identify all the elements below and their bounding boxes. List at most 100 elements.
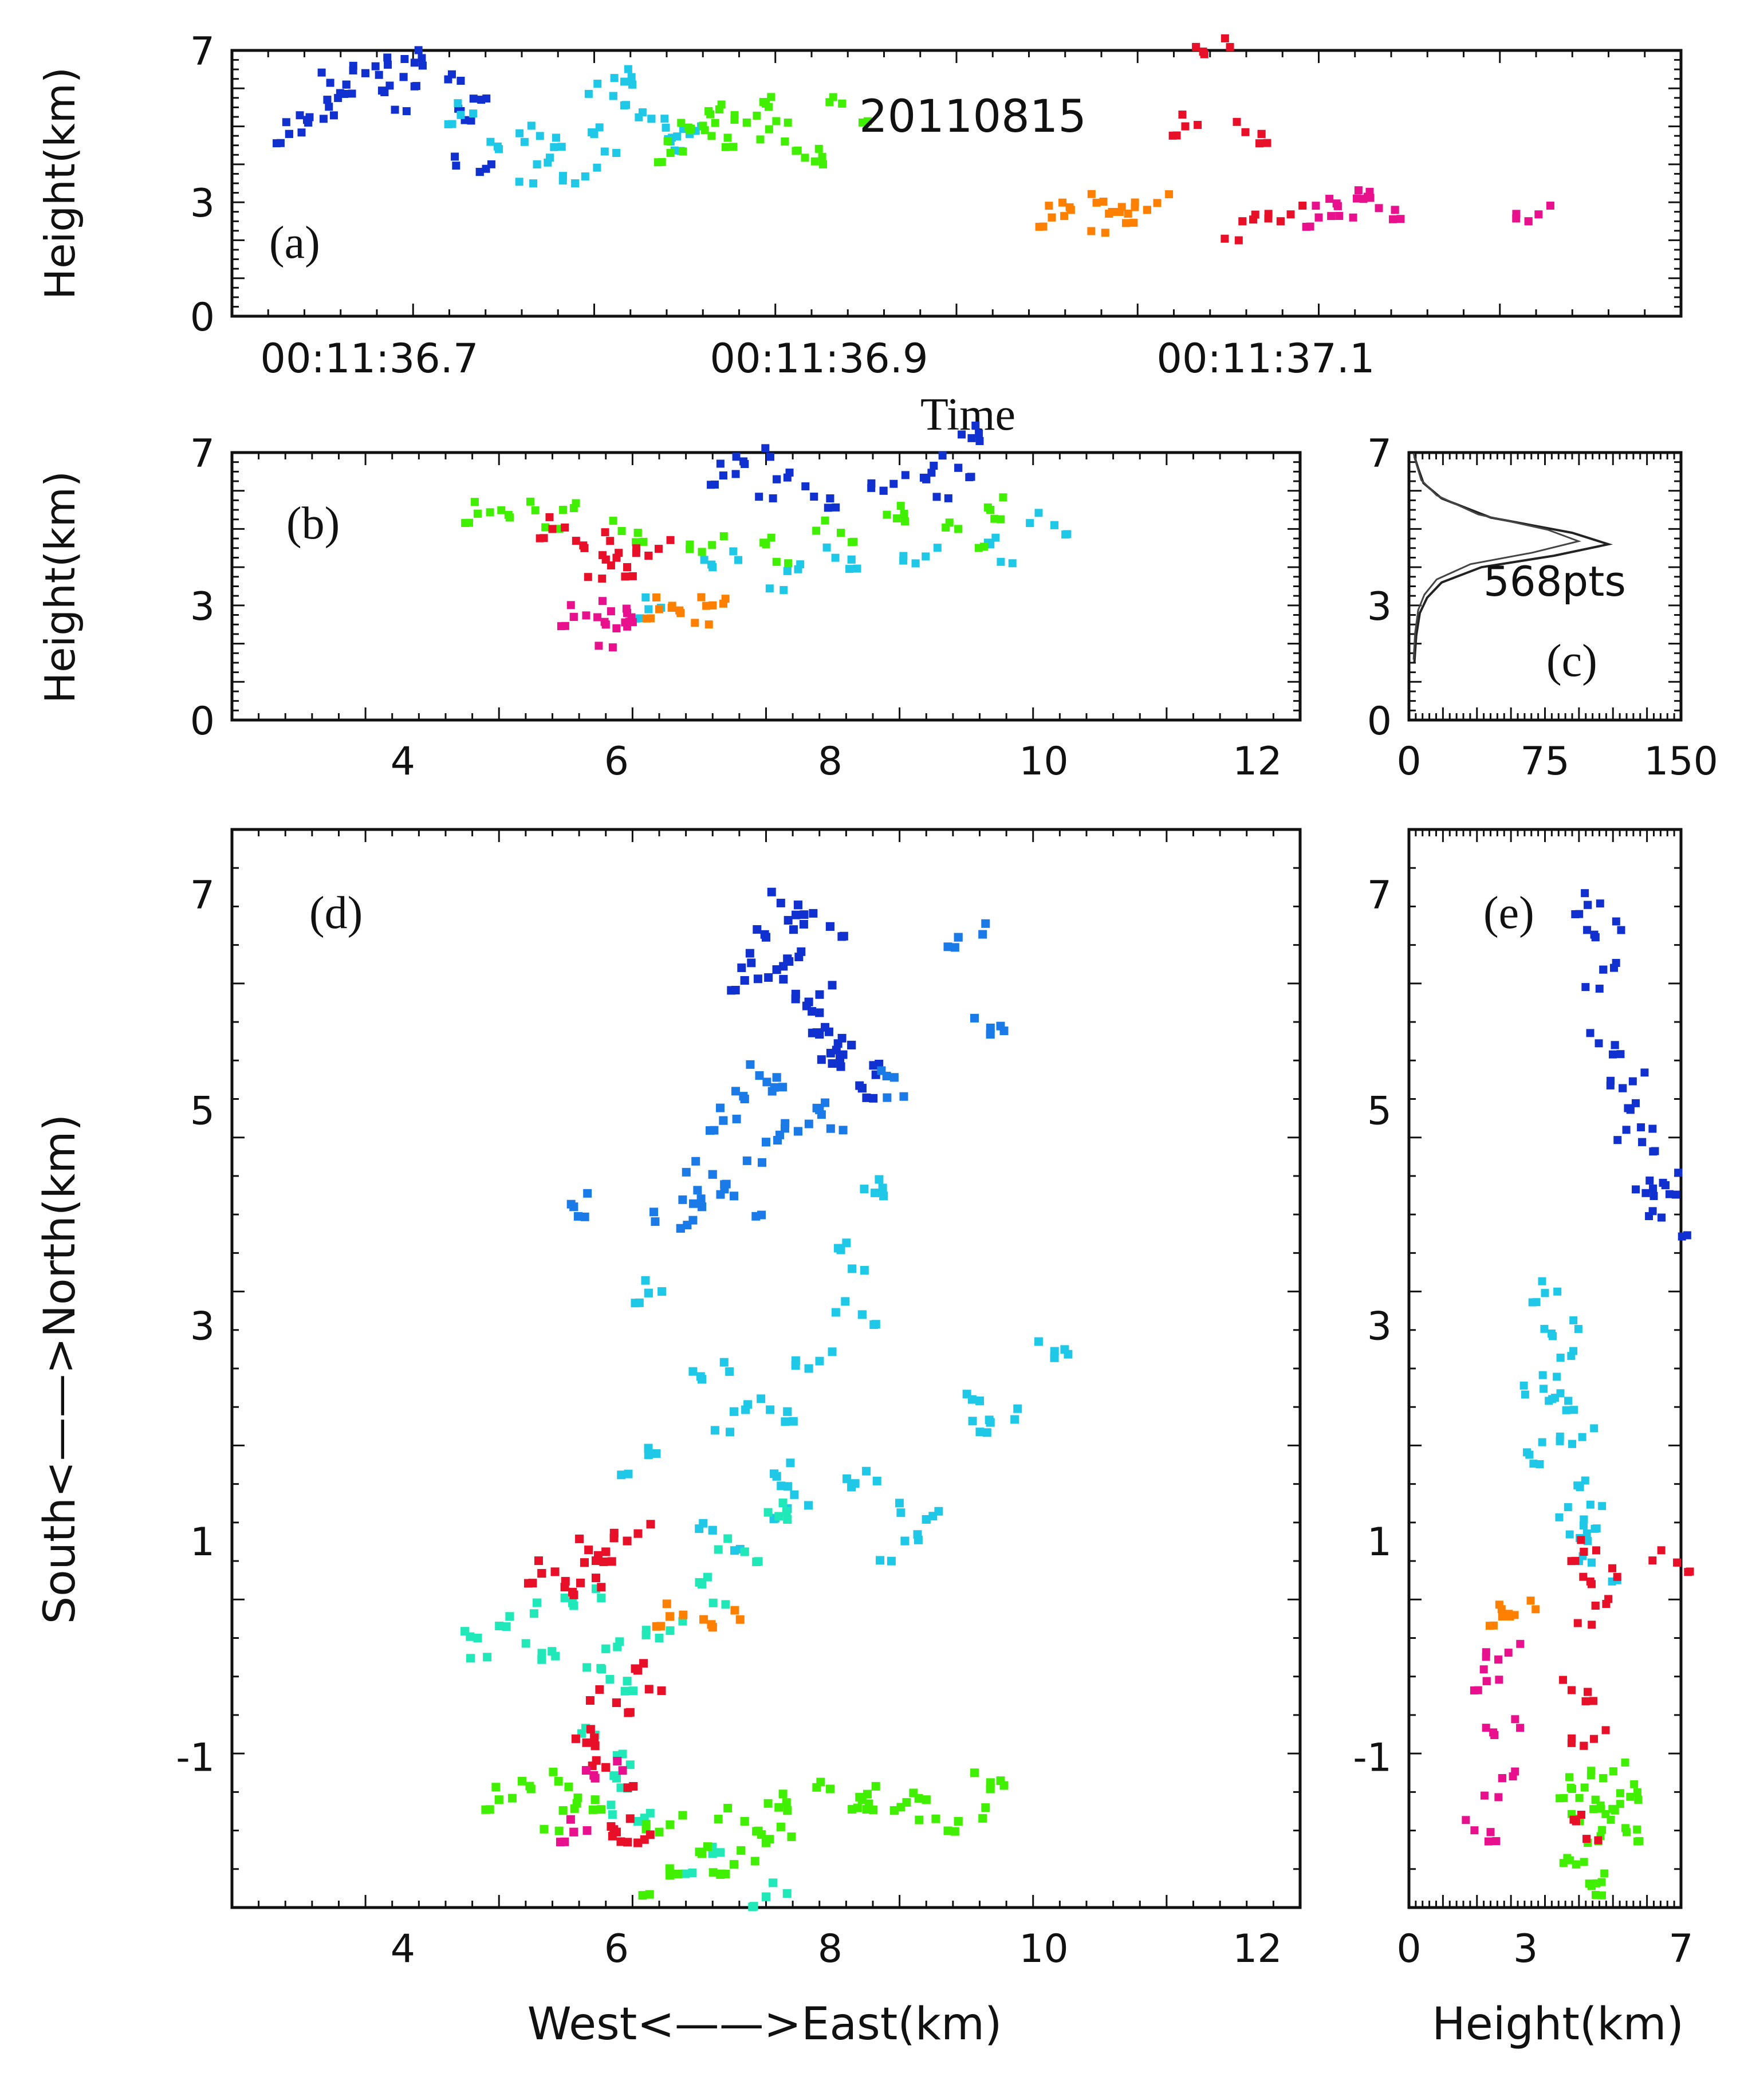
panel-d-point-cyan-lower bbox=[782, 1507, 791, 1516]
panel-e-point-cyan bbox=[1538, 1438, 1546, 1446]
panel-e-point-blue bbox=[1648, 1207, 1657, 1216]
panel-d-point-cyan bbox=[644, 1444, 653, 1453]
panel-b-point-green bbox=[504, 510, 513, 519]
panel-d-point-cyan bbox=[1013, 1404, 1022, 1413]
panel-d-point-green bbox=[765, 1835, 774, 1844]
panel-d-point-blue-upper bbox=[784, 916, 793, 925]
panel-d-point-blue-upper bbox=[800, 910, 809, 919]
panel-d-point-blue-mid bbox=[566, 1200, 576, 1209]
panel-a-point-early-blue bbox=[319, 115, 328, 123]
panel-e-point-green bbox=[1633, 1837, 1642, 1846]
panel-d-point-green bbox=[678, 1811, 687, 1820]
panel-a-point-green bbox=[801, 154, 809, 162]
panel-d-point-green bbox=[864, 1799, 873, 1808]
panel-d-point-blue-mid bbox=[986, 1030, 995, 1039]
panel-d-point-blue-upper bbox=[809, 909, 818, 918]
panel-a-point-green bbox=[730, 116, 739, 124]
panel-b-point-red bbox=[621, 572, 629, 581]
panel-d-point-red bbox=[575, 1534, 584, 1543]
panel-a-point-late-red bbox=[1264, 214, 1273, 223]
panel-d-point-blue-mid bbox=[573, 1212, 582, 1221]
panel-d-point-blue-mid bbox=[981, 919, 990, 928]
panel-a-point-green bbox=[679, 147, 687, 156]
panel-b-point-green bbox=[470, 498, 479, 506]
panel-a-point-late-red bbox=[1286, 210, 1295, 219]
panel-a-point-cyan bbox=[558, 176, 567, 185]
panel-d-point-green bbox=[740, 1816, 749, 1826]
panel-e-point-blue bbox=[1658, 1213, 1666, 1222]
panel-b-point-blue bbox=[975, 436, 984, 445]
panel-b-point-green bbox=[686, 545, 694, 553]
panel-b-point-red bbox=[632, 549, 640, 557]
panel-d-point-blue-mid bbox=[755, 1071, 764, 1080]
panel-d-point-blue-mid bbox=[746, 1060, 755, 1069]
panel-e-point-blue bbox=[1632, 1185, 1640, 1194]
panel-d-point-red bbox=[584, 1545, 593, 1555]
panel-d-point-blue-mid bbox=[732, 1114, 741, 1123]
panel-e-point-red bbox=[1604, 1595, 1613, 1603]
panel-d-point-blue-mid bbox=[731, 1087, 741, 1096]
panel-e-point-green bbox=[1597, 1878, 1606, 1886]
panel-d-point-green bbox=[757, 1830, 766, 1839]
panel-d-point-green bbox=[954, 1816, 963, 1826]
panel-b-point-green bbox=[892, 514, 901, 522]
panel-d-point-green bbox=[481, 1805, 490, 1814]
panel-e-point-red bbox=[1573, 1619, 1582, 1627]
panel-b-point-cyan bbox=[796, 560, 805, 569]
panel-e-point-blue bbox=[1645, 1176, 1654, 1185]
panel-a-point-late-pink bbox=[1349, 213, 1357, 222]
panel-e-point-red bbox=[1673, 1558, 1682, 1567]
panel-d-point-cyan bbox=[781, 1417, 790, 1426]
panel-b-point-green bbox=[639, 537, 648, 546]
panel-e-point-orange bbox=[1505, 1610, 1513, 1618]
panel-d-point-cyan-lower bbox=[529, 1609, 538, 1618]
panel-c-xtick-label: 75 bbox=[1520, 739, 1570, 784]
panel-e-point-cyan bbox=[1551, 1394, 1560, 1402]
panel-e-point-blue bbox=[1622, 1126, 1631, 1134]
panel-a-point-late-orange bbox=[1129, 218, 1138, 227]
panel-e-point-pink bbox=[1494, 1655, 1503, 1664]
panel-d-point-green bbox=[816, 1777, 825, 1787]
panel-d-point-cyan-lower bbox=[708, 1849, 717, 1858]
panel-d-point-blue-upper bbox=[737, 963, 746, 972]
panel-a-point-late-red bbox=[1298, 201, 1307, 210]
panel-b-point-blue bbox=[975, 429, 983, 438]
panel-b-point-blue bbox=[927, 469, 936, 477]
panel-d-point-blue-mid bbox=[780, 1124, 789, 1133]
panel-b-point-blue bbox=[971, 421, 980, 430]
panel-a-point-late-pink bbox=[1353, 194, 1361, 203]
panel-b-point-cyan bbox=[700, 556, 708, 564]
panel-d-point-red bbox=[585, 1696, 595, 1705]
panel-b-point-green bbox=[848, 538, 856, 546]
panel-b-point-cyan bbox=[779, 586, 788, 595]
panel-a-point-cyan bbox=[595, 123, 604, 132]
panel-a-point-late-red bbox=[1251, 210, 1259, 219]
panel-a-point-green bbox=[838, 99, 847, 108]
panel-d-point-blue-mid bbox=[899, 1092, 908, 1101]
panel-d-point-green bbox=[698, 1849, 707, 1858]
panel-a-point-green bbox=[756, 135, 765, 144]
panel-d-point-blue-upper bbox=[797, 947, 806, 956]
panel-a-point-late-pink bbox=[1314, 213, 1323, 222]
panel-d-point-red bbox=[624, 1708, 633, 1717]
panel-d-point-blue-mid bbox=[678, 1195, 687, 1204]
panel-d-point-cyan bbox=[872, 1476, 881, 1485]
panel-d-point-cyan bbox=[841, 1297, 850, 1306]
panel-d-point-orange bbox=[730, 1606, 739, 1615]
panel-c-ytick-label: 3 bbox=[1367, 584, 1392, 630]
panel-b-point-green bbox=[983, 503, 992, 512]
panel-a-point-late-red bbox=[1276, 217, 1285, 226]
panel-e-point-blue bbox=[1637, 1123, 1645, 1131]
panel-a-point-early-blue bbox=[375, 70, 383, 79]
panel-d-point-green bbox=[774, 1803, 784, 1812]
panel-a-point-green bbox=[707, 132, 716, 140]
panel-e-point-blue bbox=[1649, 1147, 1658, 1156]
panel-d-point-cyan bbox=[644, 1288, 653, 1297]
panel-d-point-red bbox=[629, 1782, 638, 1791]
panel-a-point-late-pink bbox=[1325, 195, 1334, 203]
panel-d-point-cyan-lower bbox=[641, 1630, 651, 1639]
panel-b-point-green bbox=[632, 538, 640, 546]
panel-d-point-red bbox=[595, 1685, 604, 1694]
panel-d-point-pink bbox=[566, 1815, 575, 1824]
panel-a-point-cyan bbox=[581, 172, 589, 180]
